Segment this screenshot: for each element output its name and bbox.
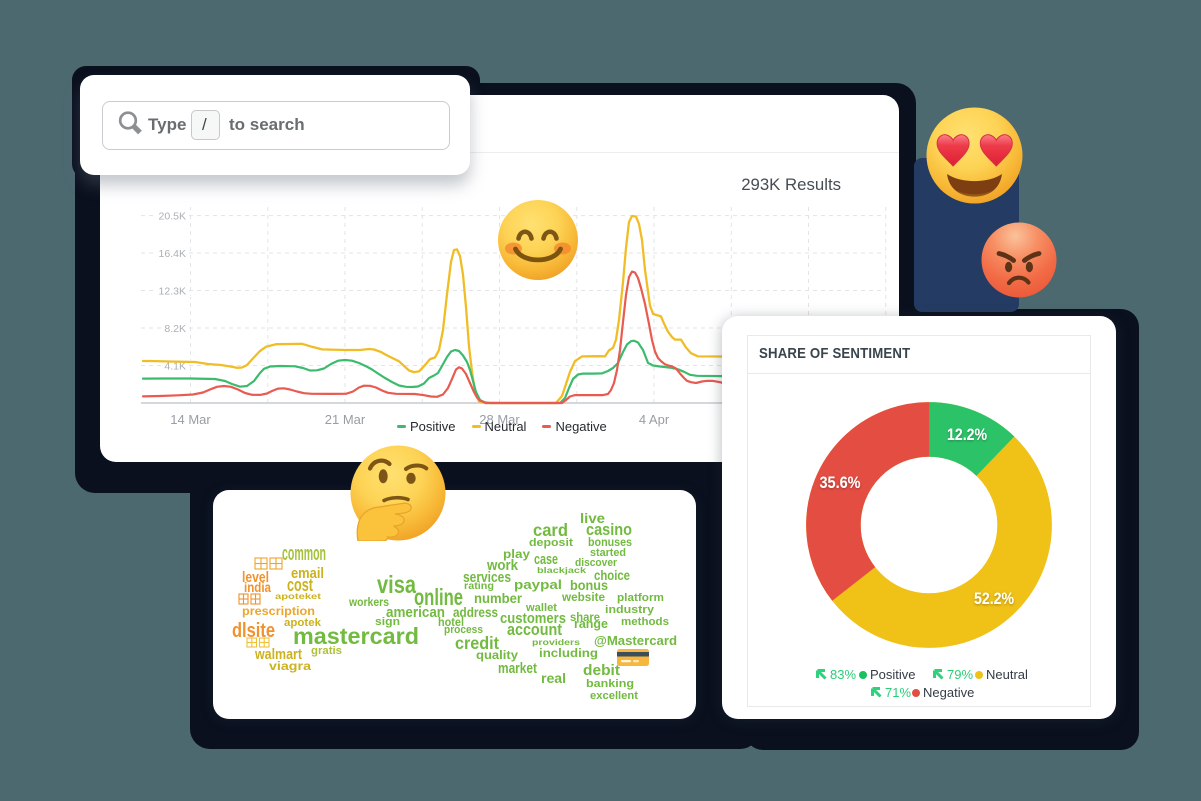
svg-text:level: level [242,569,269,586]
svg-text:visa: visa [377,572,416,599]
svg-text:8.2K: 8.2K [164,323,186,335]
svg-text:services: services [463,569,511,586]
svg-text:bonuses: bonuses [588,535,632,549]
svg-text:apoteket: apoteket [275,591,321,601]
svg-text:platform: platform [617,592,664,604]
svg-text:dlsite: dlsite [232,619,275,642]
svg-text:prescription: prescription [242,604,315,618]
svg-text:21 Mar: 21 Mar [325,412,366,427]
svg-text:excellent: excellent [590,690,638,702]
svg-text:live: live [580,511,605,526]
svg-text:online: online [414,584,463,610]
svg-text:52.2%: 52.2% [974,589,1014,608]
svg-text:email: email [291,565,324,582]
svg-text:number: number [474,591,523,606]
svg-text:bonus: bonus [570,578,608,593]
svg-text:35.6%: 35.6% [820,473,861,492]
svg-text:cost: cost [287,575,313,595]
svg-text:real: real [541,671,566,686]
svg-text:debit: debit [583,662,620,679]
svg-text:12.2%: 12.2% [947,425,987,444]
svg-text:gratis: gratis [311,645,342,657]
svg-text:play: play [503,547,530,561]
svg-text:deposit: deposit [529,537,573,549]
svg-text:india: india [244,580,271,595]
svg-text:market: market [498,660,537,677]
svg-text:20.5K: 20.5K [159,211,186,223]
svg-text:rating: rating [464,581,494,592]
svg-text:12.3K: 12.3K [159,286,186,298]
svg-text:mastercard: mastercard [293,623,419,649]
svg-text:hotel: hotel [438,615,464,629]
svg-text:providers: providers [532,637,580,647]
svg-text:account: account [507,620,562,639]
svg-text:range: range [574,616,608,631]
svg-text:28 Mar: 28 Mar [479,412,520,427]
svg-text:quality: quality [476,648,518,662]
svg-text:16.4K: 16.4K [159,248,186,260]
svg-text:share: share [570,610,600,624]
svg-text:case: case [534,552,558,568]
svg-text:american: american [386,604,445,621]
svg-text:methods: methods [621,616,669,628]
svg-text:sign: sign [375,616,400,628]
svg-text:process: process [444,624,483,636]
svg-text:wallet: wallet [525,602,557,614]
svg-text:casino: casino [586,521,632,539]
svg-text:card: card [533,520,568,540]
svg-text:walmart: walmart [254,646,302,663]
svg-text:choice: choice [594,568,630,583]
svg-text:website: website [561,590,605,604]
svg-text:banking: banking [586,678,634,690]
svg-text:14 Mar: 14 Mar [170,412,211,427]
svg-text:including: including [539,646,598,660]
svg-text:viagra: viagra [269,659,312,673]
svg-text:customers: customers [500,610,566,627]
svg-text:credit: credit [455,633,499,653]
svg-text:workers: workers [348,595,389,609]
svg-text:apotek: apotek [284,617,322,629]
svg-text:paypal: paypal [514,577,562,592]
svg-text:discover: discover [575,557,618,569]
svg-text:work: work [486,557,518,574]
svg-text:industry: industry [605,604,654,616]
svg-text:blackjack: blackjack [537,565,586,575]
svg-text:address: address [453,605,498,620]
svg-text:started: started [590,547,626,559]
svg-text:4 Apr: 4 Apr [639,412,670,427]
svg-text:common: common [282,543,326,565]
svg-text:@Mastercard: @Mastercard [594,634,677,648]
